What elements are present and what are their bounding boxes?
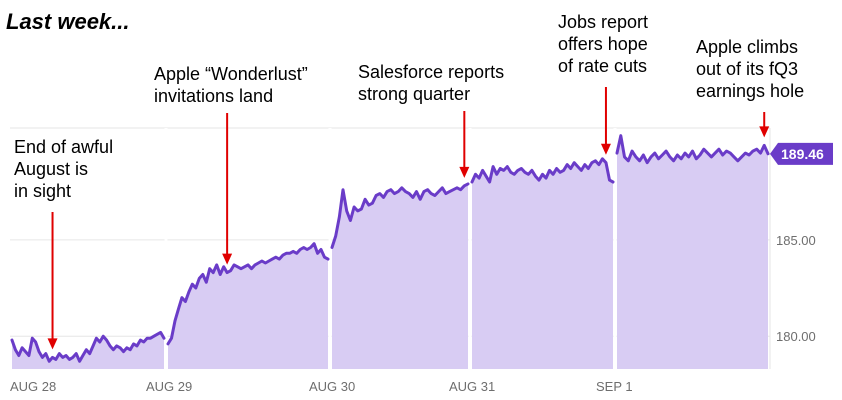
- price-area-day-1: [168, 243, 328, 369]
- annotation-text: out of its fQ3: [696, 59, 798, 79]
- session-gaps: [164, 128, 617, 369]
- chart-title: Last week...: [6, 9, 130, 34]
- x-tick-label: SEP 1: [596, 379, 633, 394]
- annotation-text: in sight: [14, 181, 71, 201]
- annotation-text: earnings hole: [696, 81, 804, 101]
- last-price-badge-shape: [770, 142, 833, 165]
- price-line-day-0: [10, 330, 166, 363]
- x-tick-label: AUG 28: [10, 379, 56, 394]
- price-line-day-4: [615, 134, 770, 165]
- price-area-day-0: [12, 332, 164, 369]
- price-line: [10, 134, 770, 363]
- x-tick-label: AUG 30: [309, 379, 355, 394]
- annotation-arrowhead: [222, 253, 233, 265]
- price-area: [12, 135, 768, 369]
- price-line-day-3: [470, 157, 615, 184]
- annotation-arrowhead: [459, 166, 470, 178]
- price-line-day-2: [330, 182, 470, 249]
- annotation-text: strong quarter: [358, 84, 470, 104]
- last-price-label: 189.46: [781, 146, 824, 162]
- x-tick-label: AUG 29: [146, 379, 192, 394]
- annotation-text: Apple “Wonderlust”: [154, 64, 308, 84]
- annotation-text: offers hope: [558, 34, 648, 54]
- annotation-text: Salesforce reports: [358, 62, 504, 82]
- x-tick-label: AUG 31: [449, 379, 495, 394]
- annotation-arrowhead: [600, 143, 611, 155]
- price-area-day-2: [332, 183, 468, 369]
- annotation-arrowhead: [759, 126, 770, 138]
- annotation-text: Apple climbs: [696, 37, 798, 57]
- y-tick-label: 180.00: [776, 329, 816, 344]
- y-tick-label: 185.00: [776, 233, 816, 248]
- annotation-text: of rate cuts: [558, 56, 647, 76]
- price-line-day-1: [166, 242, 330, 346]
- axes: 180.00 185.00 AUG 28 AUG 29 AUG 30 AUG 31 SEP …: [10, 233, 816, 394]
- annotation-arrowhead: [47, 338, 58, 350]
- annotation-text: invitations land: [154, 86, 273, 106]
- annotation-text: August is: [14, 159, 88, 179]
- price-area-day-4: [617, 135, 768, 369]
- annotation-text: End of awful: [14, 137, 113, 157]
- last-price-badge: 189.46: [770, 142, 833, 165]
- annotation-text: Jobs report: [558, 12, 648, 32]
- price-area-day-3: [472, 158, 613, 369]
